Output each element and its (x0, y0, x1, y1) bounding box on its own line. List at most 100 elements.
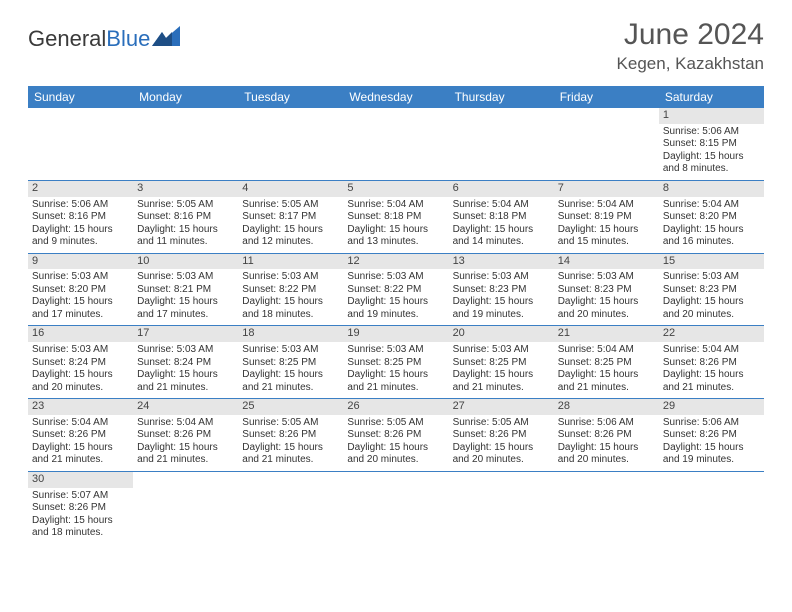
day-sunset: Sunset: 8:25 PM (558, 357, 655, 370)
day-sunset: Sunset: 8:26 PM (663, 429, 760, 442)
day-sunset: Sunset: 8:20 PM (663, 211, 760, 224)
calendar-cell: 11Sunrise: 5:03 AMSunset: 8:22 PMDayligh… (238, 253, 343, 326)
day-number: 7 (554, 181, 659, 197)
calendar-cell: 9Sunrise: 5:03 AMSunset: 8:20 PMDaylight… (28, 253, 133, 326)
calendar-row: 16Sunrise: 5:03 AMSunset: 8:24 PMDayligh… (28, 326, 764, 399)
day-day1: Daylight: 15 hours (242, 296, 339, 309)
logo: GeneralBlue (28, 18, 180, 52)
day-sunset: Sunset: 8:26 PM (347, 429, 444, 442)
day-sunrise: Sunrise: 5:03 AM (242, 271, 339, 284)
logo-text-1: General (28, 26, 106, 52)
day-sunset: Sunset: 8:22 PM (242, 284, 339, 297)
calendar-cell: 4Sunrise: 5:05 AMSunset: 8:17 PMDaylight… (238, 180, 343, 253)
day-sunset: Sunset: 8:23 PM (663, 284, 760, 297)
day-day1: Daylight: 15 hours (137, 224, 234, 237)
calendar-cell: 1Sunrise: 5:06 AMSunset: 8:15 PMDaylight… (659, 108, 764, 180)
day-day1: Daylight: 15 hours (32, 369, 129, 382)
day-sunrise: Sunrise: 5:05 AM (347, 417, 444, 430)
calendar-cell-empty (133, 108, 238, 180)
day-sunrise: Sunrise: 5:04 AM (32, 417, 129, 430)
calendar-cell: 8 Sunrise: 5:04 AMSunset: 8:20 PMDaylight… (659, 180, 764, 253)
calendar-cell-empty (238, 108, 343, 180)
day-day2: and 20 minutes. (663, 309, 760, 322)
location-title: Kegen, Kazakhstan (617, 54, 764, 74)
day-day1: Daylight: 15 hours (32, 296, 129, 309)
day-sunrise: Sunrise: 5:06 AM (663, 126, 760, 139)
calendar-cell: 7Sunrise: 5:04 AMSunset: 8:19 PMDaylight… (554, 180, 659, 253)
calendar-cell: 26Sunrise: 5:05 AMSunset: 8:26 PMDayligh… (343, 399, 448, 472)
day-sunrise: Sunrise: 5:06 AM (558, 417, 655, 430)
calendar-cell-empty (343, 471, 448, 543)
day-day2: and 11 minutes. (137, 236, 234, 249)
calendar-body: 1Sunrise: 5:06 AMSunset: 8:15 PMDaylight… (28, 108, 764, 544)
day-number: 26 (343, 399, 448, 415)
calendar-cell: 10Sunrise: 5:03 AMSunset: 8:21 PMDayligh… (133, 253, 238, 326)
day-sunset: Sunset: 8:26 PM (558, 429, 655, 442)
day-sunset: Sunset: 8:25 PM (453, 357, 550, 370)
day-day1: Daylight: 15 hours (663, 442, 760, 455)
day-day2: and 19 minutes. (663, 454, 760, 467)
day-day2: and 21 minutes. (137, 454, 234, 467)
day-day2: and 19 minutes. (453, 309, 550, 322)
day-number: 18 (238, 326, 343, 342)
day-day2: and 20 minutes. (347, 454, 444, 467)
calendar-cell: 18Sunrise: 5:03 AMSunset: 8:25 PMDayligh… (238, 326, 343, 399)
header: GeneralBlue June 2024 Kegen, Kazakhstan (28, 18, 764, 74)
day-sunrise: Sunrise: 5:03 AM (242, 344, 339, 357)
day-sunrise: Sunrise: 5:03 AM (32, 271, 129, 284)
calendar-head: SundayMondayTuesdayWednesdayThursdayFrid… (28, 86, 764, 108)
calendar-cell: 15Sunrise: 5:03 AMSunset: 8:23 PMDayligh… (659, 253, 764, 326)
day-number: 21 (554, 326, 659, 342)
calendar-cell-empty (28, 108, 133, 180)
day-day2: and 21 minutes. (663, 382, 760, 395)
day-day2: and 20 minutes. (558, 309, 655, 322)
day-number: 19 (343, 326, 448, 342)
day-number: 4 (238, 181, 343, 197)
calendar-cell-empty (554, 108, 659, 180)
day-sunset: Sunset: 8:26 PM (242, 429, 339, 442)
day-day1: Daylight: 15 hours (558, 442, 655, 455)
day-sunrise: Sunrise: 5:03 AM (32, 344, 129, 357)
calendar-cell-empty (659, 471, 764, 543)
day-sunrise: Sunrise: 5:04 AM (663, 344, 760, 357)
day-sunset: Sunset: 8:18 PM (453, 211, 550, 224)
day-sunrise: Sunrise: 5:05 AM (242, 199, 339, 212)
day-sunrise: Sunrise: 5:07 AM (32, 490, 129, 503)
day-sunset: Sunset: 8:26 PM (137, 429, 234, 442)
day-day1: Daylight: 15 hours (558, 369, 655, 382)
day-number: 24 (133, 399, 238, 415)
calendar-row: 2Sunrise: 5:06 AMSunset: 8:16 PMDaylight… (28, 180, 764, 253)
day-sunrise: Sunrise: 5:04 AM (137, 417, 234, 430)
day-number: 22 (659, 326, 764, 342)
day-sunset: Sunset: 8:16 PM (137, 211, 234, 224)
weekday-header: Friday (554, 86, 659, 108)
day-day1: Daylight: 15 hours (453, 369, 550, 382)
day-number: 5 (343, 181, 448, 197)
day-sunset: Sunset: 8:16 PM (32, 211, 129, 224)
day-sunset: Sunset: 8:21 PM (137, 284, 234, 297)
day-day2: and 18 minutes. (32, 527, 129, 540)
day-day2: and 21 minutes. (558, 382, 655, 395)
calendar-cell-empty (343, 108, 448, 180)
day-day1: Daylight: 15 hours (663, 224, 760, 237)
calendar-cell: 19Sunrise: 5:03 AMSunset: 8:25 PMDayligh… (343, 326, 448, 399)
day-day2: and 21 minutes. (137, 382, 234, 395)
day-number: 8 (659, 181, 764, 197)
weekday-header: Saturday (659, 86, 764, 108)
day-sunrise: Sunrise: 5:03 AM (347, 271, 444, 284)
day-number: 25 (238, 399, 343, 415)
day-sunrise: Sunrise: 5:03 AM (453, 271, 550, 284)
calendar-cell: 25Sunrise: 5:05 AMSunset: 8:26 PMDayligh… (238, 399, 343, 472)
day-sunrise: Sunrise: 5:04 AM (663, 199, 760, 212)
calendar-cell: 24Sunrise: 5:04 AMSunset: 8:26 PMDayligh… (133, 399, 238, 472)
calendar-cell-empty (238, 471, 343, 543)
logo-text-2: Blue (106, 26, 150, 52)
day-day2: and 15 minutes. (558, 236, 655, 249)
day-day1: Daylight: 15 hours (453, 442, 550, 455)
day-number: 28 (554, 399, 659, 415)
calendar-cell-empty (449, 471, 554, 543)
weekday-header: Sunday (28, 86, 133, 108)
day-sunset: Sunset: 8:25 PM (242, 357, 339, 370)
day-day2: and 19 minutes. (347, 309, 444, 322)
calendar-row: 1Sunrise: 5:06 AMSunset: 8:15 PMDaylight… (28, 108, 764, 180)
